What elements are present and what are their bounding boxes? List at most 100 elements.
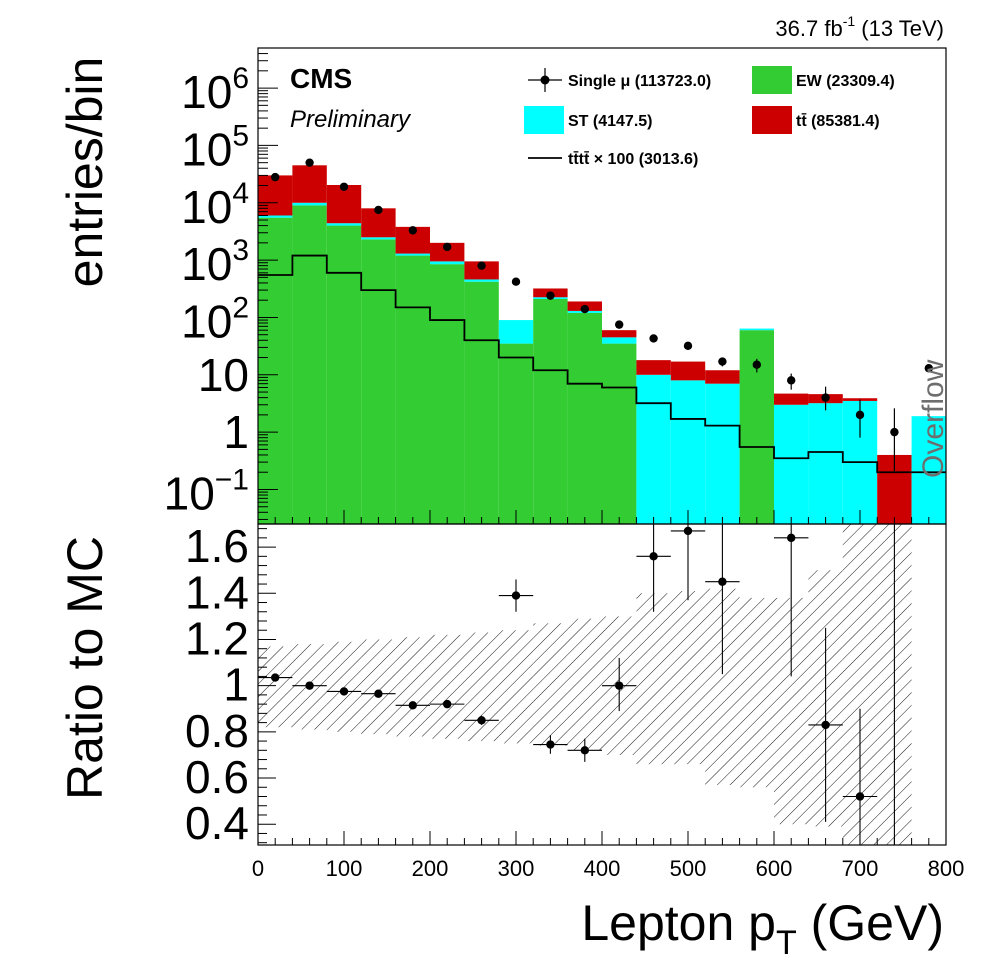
stack-bar-st	[636, 374, 671, 524]
band-segment	[636, 593, 671, 765]
y-tick-label: 106	[181, 62, 249, 118]
data-point	[339, 182, 349, 191]
data-point	[546, 291, 555, 300]
band-segment	[258, 646, 293, 728]
cms-label: CMS	[290, 63, 352, 94]
stack-bar-ew	[361, 239, 396, 524]
ratio-point	[339, 687, 349, 696]
ratio-point	[271, 673, 280, 682]
data-point	[580, 304, 589, 314]
ratio-y-tick-label: 0.6	[185, 751, 249, 803]
ratio-point	[855, 792, 865, 801]
stack-bar-tt	[258, 175, 293, 216]
data-point	[649, 334, 658, 343]
ratio-points	[258, 524, 895, 845]
ratio-y-tick-label: 1.6	[185, 520, 249, 572]
ratio-point	[718, 577, 727, 586]
stack-bar-tt	[636, 360, 671, 375]
band-segment	[567, 618, 602, 751]
ratio-point	[546, 740, 555, 749]
band-segment	[498, 630, 534, 744]
data-point	[718, 357, 727, 366]
x-tick-label: 300	[498, 856, 535, 881]
stack-bar-ew	[430, 264, 465, 524]
x-axis-title: Lepton pT (GeV)	[581, 895, 944, 962]
stack-bar-tt	[602, 330, 637, 338]
ratio-point	[408, 701, 417, 710]
x-tick-label: 200	[412, 856, 449, 881]
stack-bar-ew	[567, 312, 602, 524]
y-tick-label: 103	[181, 234, 249, 290]
stack-bar-ew	[602, 343, 637, 524]
stack-bar-st	[705, 383, 740, 524]
data-point	[855, 410, 865, 420]
stack-bar-tt	[774, 393, 809, 405]
ratio-point	[511, 591, 521, 600]
ratio-y-tick-label: 1	[223, 659, 249, 711]
data-point	[924, 364, 933, 373]
stack-bar-ew	[258, 217, 293, 524]
stack-bar-st	[361, 237, 396, 240]
stack-bar-tt	[430, 242, 465, 262]
data-point	[511, 277, 521, 286]
data-point	[821, 393, 830, 402]
ratio-point	[649, 552, 658, 561]
y-tick-label: 10−1	[164, 463, 249, 519]
legend-label: tt̄tt̄ × 100 (3013.6)	[568, 150, 698, 168]
top-panel-stack	[258, 165, 946, 525]
stack-bar-st	[774, 404, 809, 524]
stack-bar-st	[670, 380, 706, 524]
legend-label: ST (4147.5)	[568, 113, 652, 130]
stack-bar-st	[498, 320, 534, 344]
y-tick-label: 102	[181, 291, 249, 347]
y-tick-label: 1	[223, 406, 249, 458]
stack-bar-ew	[395, 255, 430, 524]
stack-bar-ew	[498, 343, 534, 524]
y-tick-label: 10	[198, 349, 249, 401]
x-tick-label: 800	[928, 856, 965, 881]
stack-bar-st	[395, 253, 430, 256]
stack-bar-ew	[533, 298, 568, 524]
bottom-y-axis-title: Ratio to MC	[57, 536, 113, 800]
stack-bar-tt	[464, 261, 499, 280]
stack-bar-st	[808, 403, 843, 524]
stack-bar-tt	[326, 185, 362, 224]
data-point	[787, 376, 796, 385]
data-point	[271, 172, 280, 182]
ratio-y-tick-label: 0.4	[185, 797, 249, 849]
data-point	[615, 320, 624, 329]
band-segment	[430, 634, 465, 739]
stack-bar-st	[739, 328, 774, 331]
ratio-point	[683, 526, 693, 536]
ratio-point	[305, 681, 314, 690]
y-tick-label: 104	[181, 177, 249, 233]
stack-bar-st	[326, 223, 362, 226]
x-tick-label: 400	[584, 856, 621, 881]
stack-bar-tt	[670, 361, 706, 381]
band-segment	[533, 623, 568, 746]
data-point	[890, 427, 899, 437]
ratio-point	[477, 716, 486, 725]
x-tick-label: 500	[670, 856, 707, 881]
stack-bar-st	[292, 202, 327, 206]
ratio-point	[443, 699, 452, 709]
data-point	[477, 261, 486, 270]
legend-swatch	[752, 106, 792, 134]
band-segment	[739, 597, 774, 788]
data-point	[374, 205, 383, 215]
stack-bar-tt	[705, 370, 740, 384]
band-segment	[361, 639, 396, 735]
signal-step-line	[258, 254, 946, 474]
legend-label: Single μ (113723.0)	[568, 73, 711, 90]
band-segment	[670, 590, 706, 765]
x-tick-label: 600	[756, 856, 793, 881]
band-segment	[395, 637, 430, 737]
top-panel-data	[271, 158, 933, 473]
ratio-y-tick-label: 0.8	[185, 705, 249, 757]
top-y-axis-title: entries/bin	[57, 57, 113, 288]
ratio-point	[821, 720, 830, 730]
ratio-y-tick-label: 1.4	[185, 566, 249, 618]
data-point	[305, 158, 314, 167]
data-point	[683, 341, 693, 351]
ratio-point	[374, 689, 383, 698]
